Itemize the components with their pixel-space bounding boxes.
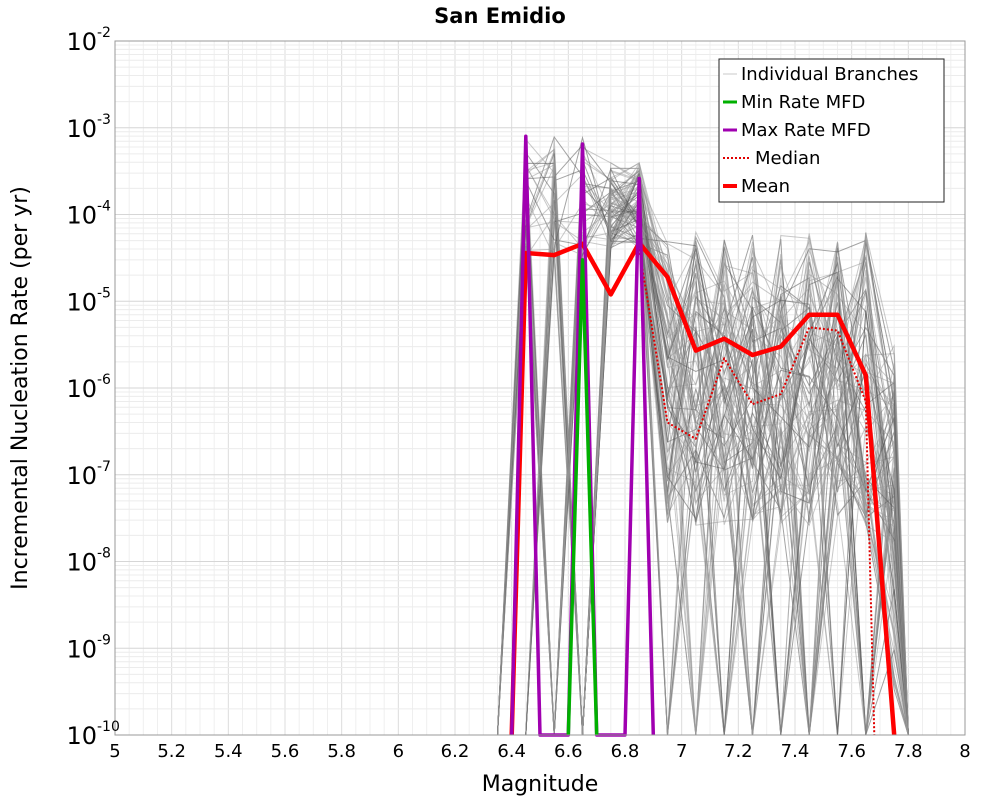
branch-line (497, 161, 909, 736)
y-tick-exponent: -7 (97, 459, 111, 475)
legend-box (718, 58, 945, 203)
legend-label: Mean (741, 176, 790, 197)
grid-lines (114, 41, 966, 736)
x-tick-label: 5 (109, 741, 120, 762)
x-tick-labels: 5 5.2 5.4 5.6 5.8 6 6.2 6.4 6.6 6.8 7 7.2 7.4 7.6 7.8 8 (109, 741, 970, 762)
y-tick-base: 10 (66, 202, 97, 230)
series-line-max-rate-mfd (509, 134, 656, 737)
y-tick-base: 10 (66, 115, 97, 143)
branch-line (497, 135, 909, 736)
x-tick-label: 8 (959, 741, 970, 762)
x-tick-label: 6.8 (611, 741, 640, 762)
plot-frame (114, 40, 966, 736)
branch-line (497, 195, 909, 736)
y-tick-exponent: -10 (97, 719, 120, 735)
y-axis-label: Incremental Nucleation Rate (per yr) (8, 186, 33, 590)
chart-title: San Emidio (434, 4, 566, 28)
individual-branches (497, 135, 909, 736)
y-tick-label: 10 -7 (66, 459, 111, 490)
y-tick-exponent: -8 (97, 546, 111, 562)
legend-item: Individual Branches (723, 64, 918, 85)
series-line-median (638, 248, 876, 736)
y-tick-exponent: -5 (97, 285, 111, 301)
y-tick-exponent: -4 (97, 199, 111, 215)
y-tick-base: 10 (66, 462, 97, 490)
legend-label: Min Rate MFD (741, 92, 865, 113)
legend-item: Max Rate MFD (723, 120, 871, 141)
branch-line (497, 169, 909, 736)
x-tick-label: 7 (676, 741, 687, 762)
legend: Individual Branches Min Rate MFD Max Rate … (718, 58, 945, 203)
y-tick-label: 10 -8 (66, 546, 111, 577)
x-tick-label: 7.6 (837, 741, 866, 762)
y-tick-label: 10 -5 (66, 285, 111, 316)
y-tick-exponent: -6 (97, 372, 111, 388)
x-tick-label: 6.6 (554, 741, 583, 762)
legend-item: Min Rate MFD (723, 92, 865, 113)
y-tick-base: 10 (66, 549, 97, 577)
x-tick-label: 5.4 (214, 741, 243, 762)
y-tick-base: 10 (66, 28, 97, 56)
legend-item: Mean (723, 176, 790, 197)
series-line-min-rate-mfd (566, 258, 599, 736)
y-tick-base: 10 (66, 288, 97, 316)
x-tick-label: 5.2 (157, 741, 186, 762)
y-tick-exponent: -9 (97, 632, 111, 648)
y-tick-label: 10 -6 (66, 372, 111, 403)
series-lines (509, 134, 897, 737)
branch-line (497, 205, 909, 736)
legend-item: Median (723, 148, 820, 169)
y-tick-label: 10 -4 (66, 199, 111, 230)
branch-line (497, 224, 909, 736)
x-tick-label: 5.8 (327, 741, 356, 762)
y-tick-label: 10 -9 (66, 632, 111, 663)
y-tick-label: 10 -3 (66, 112, 111, 143)
legend-label: Max Rate MFD (741, 120, 871, 141)
y-tick-base: 10 (66, 722, 97, 750)
x-tick-label: 5.6 (271, 741, 300, 762)
x-tick-label: 6 (393, 741, 404, 762)
y-tick-base: 10 (66, 375, 97, 403)
y-tick-exponent: -2 (97, 25, 111, 41)
y-tick-label: 10 -2 (66, 25, 111, 56)
x-tick-label: 6.4 (497, 741, 526, 762)
series-line-mean (509, 240, 897, 736)
legend-label: Individual Branches (741, 64, 918, 85)
x-tick-label: 7.4 (781, 741, 810, 762)
x-tick-label: 7.2 (724, 741, 753, 762)
x-tick-label: 7.8 (894, 741, 923, 762)
legend-label: Median (755, 148, 820, 169)
y-tick-base: 10 (66, 635, 97, 663)
y-tick-exponent: -3 (97, 112, 111, 128)
x-tick-label: 6.2 (441, 741, 470, 762)
y-tick-label: 10 -10 (66, 719, 119, 750)
x-axis-label: Magnitude (482, 772, 599, 797)
